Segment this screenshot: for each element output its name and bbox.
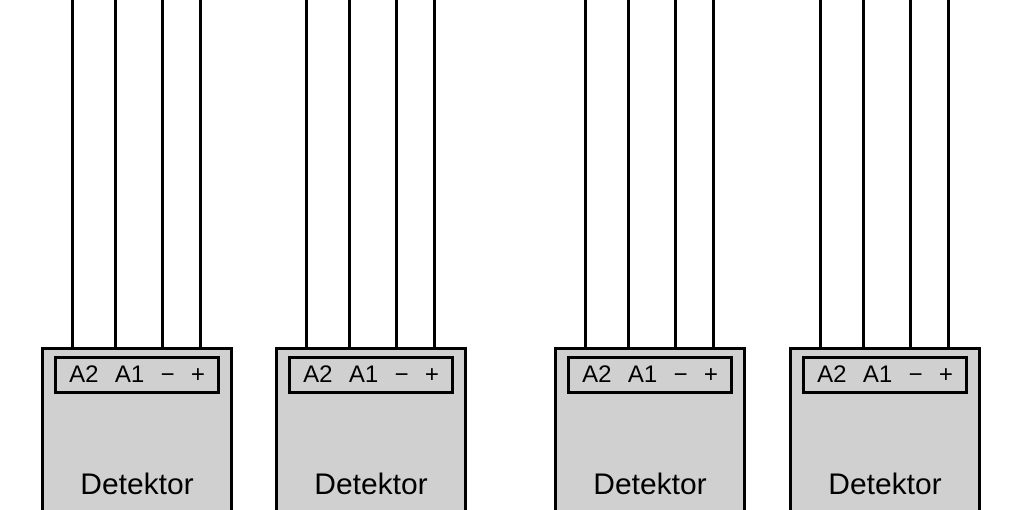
terminal-label-1-3: + <box>425 361 439 389</box>
detector-unit-1: A2 A1−+ Detektor <box>275 0 467 510</box>
wire-3-2 <box>909 0 912 347</box>
detector-unit-3: A2 A1−+ Detektor <box>789 0 981 510</box>
wire-2-3 <box>712 0 715 347</box>
wire-2-2 <box>674 0 677 347</box>
terminal-label-1-1: A1 <box>349 361 378 389</box>
terminal-label-3-2: − <box>909 361 923 389</box>
terminal-strip-2: A2 A1−+ <box>567 356 733 394</box>
wire-2-0 <box>584 0 587 347</box>
wire-1-3 <box>433 0 436 347</box>
terminal-strip-1: A2 A1−+ <box>288 356 454 394</box>
terminal-label-2-1: A1 <box>628 361 657 389</box>
wire-1-0 <box>305 0 308 347</box>
terminal-label-0-0: A2 <box>69 361 98 389</box>
terminal-label-3-1: A1 <box>863 361 892 389</box>
wire-0-2 <box>161 0 164 347</box>
detector-box-3: A2 A1−+ Detektor <box>789 347 981 510</box>
wire-2-1 <box>627 0 630 347</box>
terminal-label-3-3: + <box>939 361 953 389</box>
wire-0-3 <box>199 0 202 347</box>
detector-box-0: A2 A1−+ Detektor <box>41 347 233 510</box>
detector-label-3: Detektor <box>792 468 978 502</box>
wires-0 <box>41 0 233 347</box>
wire-3-1 <box>862 0 865 347</box>
detector-label-0: Detektor <box>44 468 230 502</box>
detector-unit-0: A2 A1−+ Detektor <box>41 0 233 510</box>
wires-1 <box>275 0 467 347</box>
wire-1-1 <box>348 0 351 347</box>
terminal-label-0-2: − <box>161 361 175 389</box>
terminal-strip-0: A2 A1−+ <box>54 356 220 394</box>
detector-unit-2: A2 A1−+ Detektor <box>554 0 746 510</box>
wire-0-0 <box>71 0 74 347</box>
terminal-label-2-3: + <box>704 361 718 389</box>
detector-box-1: A2 A1−+ Detektor <box>275 347 467 510</box>
wires-3 <box>789 0 981 347</box>
terminal-label-2-2: − <box>674 361 688 389</box>
detector-box-2: A2 A1−+ Detektor <box>554 347 746 510</box>
terminal-label-2-0: A2 <box>582 361 611 389</box>
wires-2 <box>554 0 746 347</box>
wire-1-2 <box>395 0 398 347</box>
terminal-label-0-1: A1 <box>115 361 144 389</box>
detector-label-2: Detektor <box>557 468 743 502</box>
wire-0-1 <box>114 0 117 347</box>
terminal-label-1-0: A2 <box>303 361 332 389</box>
terminal-label-3-0: A2 <box>817 361 846 389</box>
detector-label-1: Detektor <box>278 468 464 502</box>
wire-3-0 <box>819 0 822 347</box>
terminal-label-1-2: − <box>395 361 409 389</box>
wire-3-3 <box>947 0 950 347</box>
terminal-strip-3: A2 A1−+ <box>802 356 968 394</box>
terminal-label-0-3: + <box>191 361 205 389</box>
